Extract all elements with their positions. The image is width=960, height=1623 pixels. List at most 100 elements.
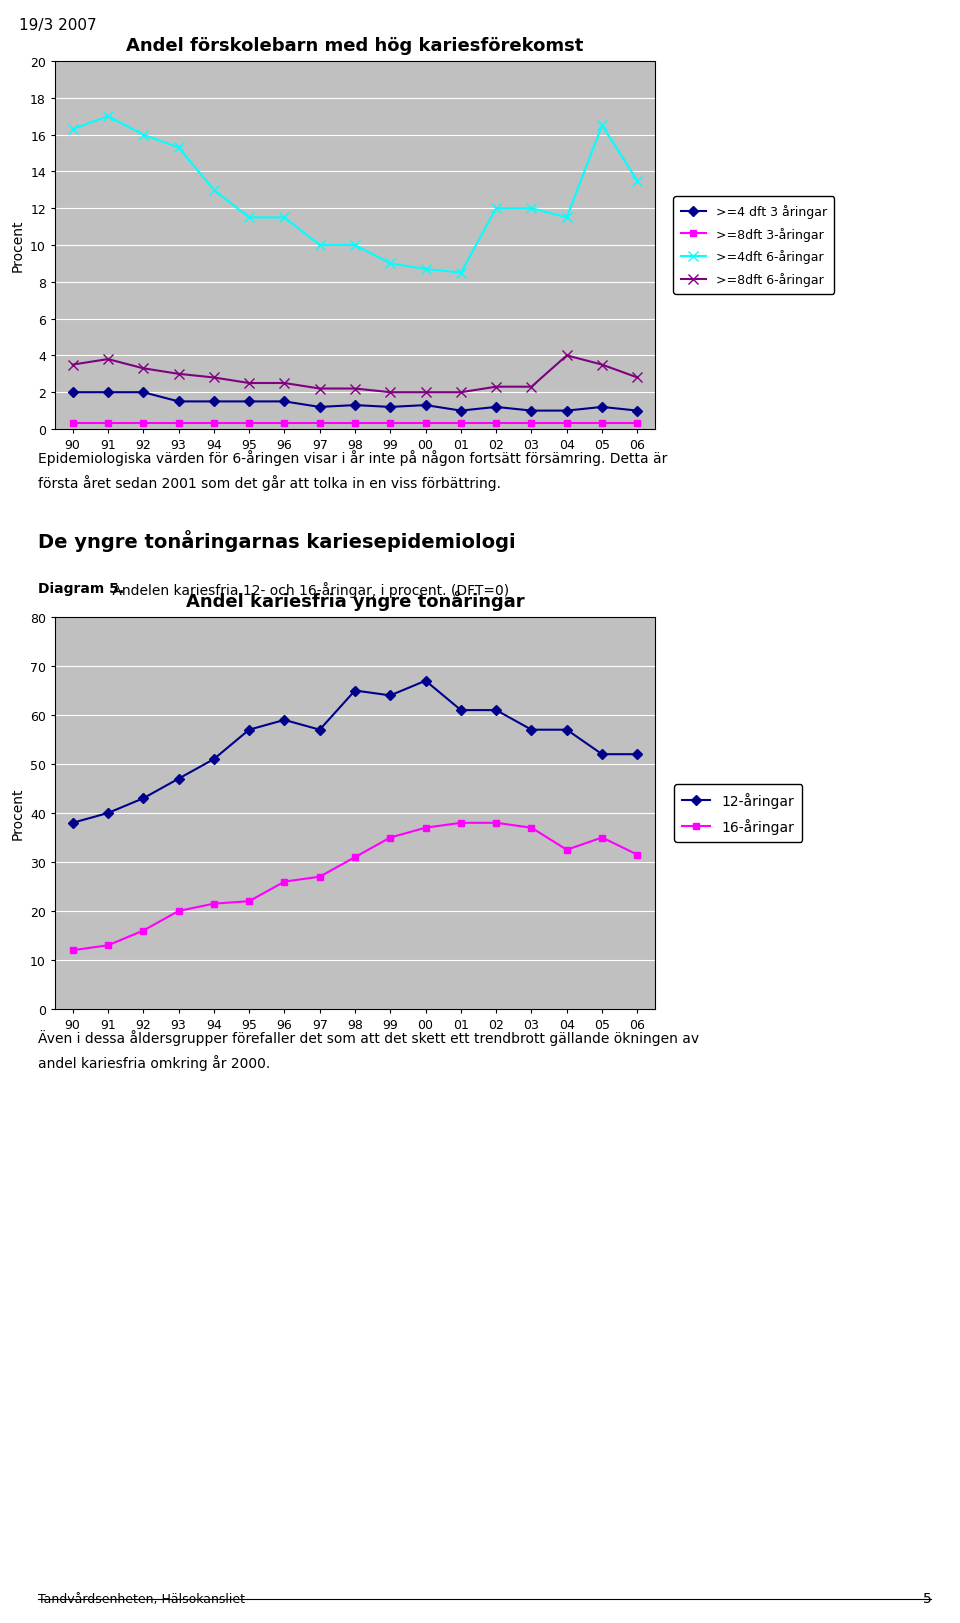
Line: >=8dft 6-åringar: >=8dft 6-åringar (68, 351, 642, 398)
Text: Epidemiologiska värden för 6-åringen visar i år inte på någon fortsätt försämrin: Epidemiologiska värden för 6-åringen vis… (38, 450, 668, 466)
>=4 dft 3 åringar (596, 398, 608, 417)
>=8dft 6-åringar (526, 378, 538, 398)
>=8dft 3-åringar (67, 414, 79, 433)
12-åringar (67, 813, 79, 833)
>=4dft 6-åringar (491, 200, 502, 219)
>=4 dft 3 åringar (385, 398, 396, 417)
16-åringar (208, 894, 220, 914)
>=8dft 6-åringar (455, 383, 467, 403)
12-åringar (314, 721, 325, 740)
16-åringar (349, 847, 361, 867)
>=4 dft 3 åringar (67, 383, 79, 403)
>=4 dft 3 åringar (491, 398, 502, 417)
Text: De yngre tonåringarnas kariesepidemiologi: De yngre tonåringarnas kariesepidemiolog… (38, 529, 516, 552)
>=8dft 6-åringar (420, 383, 431, 403)
Line: >=8dft 3-åringar: >=8dft 3-åringar (69, 420, 641, 428)
Title: Andel kariesfria yngre tonåringar: Andel kariesfria yngre tonåringar (185, 591, 524, 610)
16-åringar (102, 936, 113, 956)
>=4dft 6-åringar (243, 208, 254, 227)
16-åringar (278, 872, 290, 891)
>=4dft 6-åringar (561, 208, 572, 227)
Line: >=4dft 6-åringar: >=4dft 6-åringar (68, 112, 642, 278)
12-åringar (349, 682, 361, 701)
>=8dft 6-åringar (137, 359, 149, 378)
12-åringar (137, 789, 149, 808)
>=4dft 6-åringar (349, 235, 361, 255)
>=4dft 6-åringar (173, 138, 184, 157)
12-åringar (278, 711, 290, 730)
>=8dft 3-åringar (208, 414, 220, 433)
>=4dft 6-åringar (278, 208, 290, 227)
Text: första året sedan 2001 som det går att tolka in en viss förbättring.: första året sedan 2001 som det går att t… (38, 474, 501, 490)
>=4 dft 3 åringar (561, 401, 572, 420)
>=8dft 3-åringar (491, 414, 502, 433)
>=4 dft 3 åringar (632, 401, 643, 420)
>=4 dft 3 åringar (137, 383, 149, 403)
Line: 16-åringar: 16-åringar (69, 820, 641, 954)
>=8dft 3-åringar (526, 414, 538, 433)
16-åringar (385, 828, 396, 847)
>=8dft 3-åringar (278, 414, 290, 433)
Text: Även i dessa åldersgrupper förefaller det som att det skett ett trendbrott gälla: Även i dessa åldersgrupper förefaller de… (38, 1029, 700, 1045)
16-åringar (596, 828, 608, 847)
Y-axis label: Procent: Procent (11, 787, 24, 839)
16-åringar (137, 922, 149, 941)
>=4 dft 3 åringar (278, 393, 290, 412)
16-åringar (243, 893, 254, 912)
>=8dft 3-åringar (455, 414, 467, 433)
>=4dft 6-åringar (137, 125, 149, 144)
>=8dft 6-åringar (314, 380, 325, 399)
>=8dft 3-åringar (137, 414, 149, 433)
12-åringar (385, 687, 396, 706)
>=8dft 3-åringar (314, 414, 325, 433)
>=8dft 6-åringar (349, 380, 361, 399)
>=4 dft 3 åringar (208, 393, 220, 412)
Line: >=4 dft 3 åringar: >=4 dft 3 åringar (69, 390, 641, 415)
Text: 5: 5 (923, 1591, 931, 1605)
>=4dft 6-åringar (385, 255, 396, 274)
>=4dft 6-åringar (526, 200, 538, 219)
12-åringar (455, 701, 467, 721)
12-åringar (102, 803, 113, 823)
>=8dft 6-åringar (67, 355, 79, 375)
>=4dft 6-åringar (632, 172, 643, 192)
>=4dft 6-åringar (455, 263, 467, 282)
16-åringar (491, 813, 502, 833)
>=4 dft 3 åringar (243, 393, 254, 412)
>=8dft 6-åringar (491, 378, 502, 398)
>=8dft 6-åringar (632, 368, 643, 388)
12-åringar (526, 721, 538, 740)
>=4dft 6-åringar (596, 117, 608, 136)
16-åringar (67, 941, 79, 961)
Title: Andel förskolebarn med hög kariesförekomst: Andel förskolebarn med hög kariesförekom… (127, 37, 584, 55)
>=8dft 6-åringar (596, 355, 608, 375)
12-åringar (173, 769, 184, 789)
>=8dft 3-åringar (632, 414, 643, 433)
Text: andel kariesfria omkring år 2000.: andel kariesfria omkring år 2000. (38, 1055, 271, 1070)
>=8dft 3-åringar (561, 414, 572, 433)
>=4 dft 3 åringar (173, 393, 184, 412)
>=8dft 3-åringar (596, 414, 608, 433)
Legend: 12-åringar, 16-åringar: 12-åringar, 16-åringar (674, 784, 803, 842)
Text: Andelen kariesfria 12- och 16-åringar, i procent. (DFT=0): Andelen kariesfria 12- och 16-åringar, i… (108, 581, 509, 597)
>=8dft 3-åringar (349, 414, 361, 433)
Text: Diagram 5.: Diagram 5. (38, 581, 125, 596)
>=4 dft 3 åringar (526, 401, 538, 420)
12-åringar (243, 721, 254, 740)
12-åringar (561, 721, 572, 740)
Text: Tandvårdsenheten, Hälsokansliet: Tandvårdsenheten, Hälsokansliet (38, 1592, 246, 1605)
12-åringar (208, 750, 220, 769)
16-åringar (455, 813, 467, 833)
16-åringar (173, 902, 184, 922)
>=8dft 6-åringar (385, 383, 396, 403)
12-åringar (491, 701, 502, 721)
>=8dft 6-åringar (173, 365, 184, 385)
12-åringar (596, 745, 608, 764)
Legend: >=4 dft 3 åringar, >=8dft 3-åringar, >=4dft 6-åringar, >=8dft 6-åringar: >=4 dft 3 åringar, >=8dft 3-åringar, >=4… (673, 198, 834, 294)
>=8dft 6-åringar (561, 346, 572, 365)
>=4 dft 3 åringar (314, 398, 325, 417)
Y-axis label: Procent: Procent (11, 219, 25, 273)
>=4dft 6-åringar (102, 107, 113, 127)
>=4 dft 3 åringar (455, 401, 467, 420)
>=4dft 6-åringar (208, 180, 220, 200)
